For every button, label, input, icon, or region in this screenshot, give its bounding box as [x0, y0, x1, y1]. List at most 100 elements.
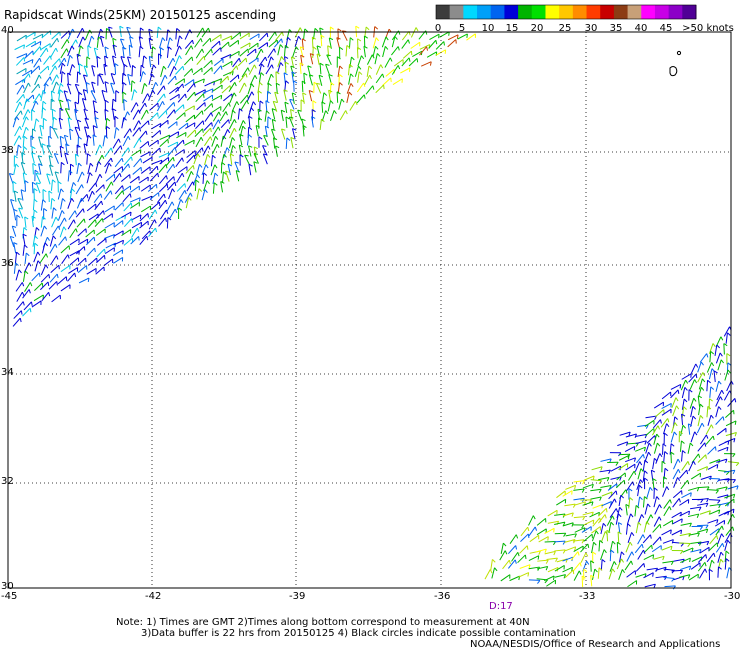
wind-barb: [225, 170, 230, 182]
wind-barb: [194, 179, 197, 192]
wind-barb: [166, 46, 170, 58]
wind-barb-tick: [180, 199, 184, 204]
wind-barb: [356, 94, 365, 104]
wind-barb-tick: [35, 118, 40, 123]
wind-barb: [646, 435, 656, 444]
wind-barb-tick: [264, 56, 268, 61]
wind-barb: [114, 185, 123, 195]
wind-barb-tick: [194, 92, 196, 97]
wind-barb-tick: [311, 116, 316, 119]
wind-barb: [381, 36, 387, 48]
wind-barb: [672, 469, 679, 480]
wind-barb: [84, 118, 90, 129]
wind-barb-tick: [289, 116, 294, 119]
wind-barb-tick: [489, 569, 493, 574]
wind-barb-tick: [247, 67, 250, 72]
wind-barb: [616, 558, 622, 570]
wind-barb-tick: [725, 486, 728, 491]
wind-barb-tick: [83, 108, 88, 112]
wind-barb: [447, 39, 457, 48]
wind-barb: [220, 135, 224, 147]
wind-barb-tick: [716, 344, 720, 349]
wind-barb: [687, 423, 691, 435]
wind-barb-tick: [617, 531, 622, 535]
wind-barb-tick: [230, 35, 233, 41]
wind-barb-tick: [32, 162, 37, 166]
wind-barb: [271, 119, 275, 131]
wind-barb-tick: [28, 73, 31, 78]
wind-barb: [77, 265, 87, 273]
wind-barb: [13, 262, 17, 274]
wind-barb-tick: [327, 45, 332, 49]
wind-barb-tick: [382, 73, 385, 78]
wind-barb-tick: [16, 116, 20, 121]
legend-swatch: [518, 5, 533, 19]
wind-barb: [700, 434, 707, 445]
wind-barb-tick: [363, 82, 366, 87]
wind-barb-tick: [643, 447, 646, 452]
wind-barb-tick: [680, 550, 684, 555]
wind-barb: [220, 181, 224, 193]
wind-barb: [33, 57, 41, 68]
wind-barb-tick: [16, 251, 20, 256]
wind-barb-tick: [289, 98, 294, 101]
wind-barb-tick: [398, 30, 401, 35]
wind-barb-tick: [612, 568, 616, 573]
wind-barb: [112, 108, 115, 120]
wind-barb: [708, 368, 713, 380]
wind-barb: [165, 176, 175, 185]
wind-barb-tick: [259, 100, 264, 104]
wind-barb: [51, 74, 58, 85]
wind-barb-tick: [192, 165, 195, 170]
wind-barb-tick: [721, 533, 725, 538]
wind-barb-tick: [279, 44, 284, 48]
wind-barb: [401, 39, 409, 49]
wind-barb-tick: [56, 38, 59, 43]
wind-barb-tick: [28, 289, 31, 294]
wind-barb: [636, 479, 641, 491]
wind-barb: [554, 513, 566, 516]
wind-barb-tick: [201, 147, 204, 152]
wind-barb: [13, 135, 20, 146]
wind-barb-tick: [82, 208, 85, 213]
wind-barb: [221, 85, 231, 94]
wind-barb: [581, 526, 592, 533]
wind-barb-tick: [101, 218, 104, 223]
wind-barb: [185, 165, 194, 174]
wind-barb-tick: [27, 109, 31, 114]
wind-barb-tick: [173, 176, 175, 181]
wind-barb: [366, 65, 370, 77]
wind-barb-tick: [169, 37, 173, 42]
wind-barb: [16, 84, 24, 95]
wind-barb: [672, 405, 677, 417]
wind-barb-tick: [645, 424, 649, 429]
wind-barb: [131, 65, 134, 77]
wind-barb: [291, 92, 295, 104]
wind-barb: [646, 487, 651, 499]
wind-barb-tick: [592, 519, 595, 525]
wind-barb: [672, 518, 683, 525]
wind-barb-tick: [718, 566, 722, 570]
wind-barb-tick: [83, 218, 86, 223]
wind-barb-tick: [14, 190, 19, 194]
wind-barb-tick: [320, 34, 325, 38]
wind-barb-tick: [301, 38, 306, 42]
wind-barb-tick: [615, 461, 619, 466]
wind-barb-tick: [76, 53, 81, 57]
wind-barb-tick: [736, 485, 739, 490]
wind-barb-tick: [300, 99, 305, 103]
wind-barb: [202, 145, 209, 156]
wind-barb-tick: [49, 55, 52, 60]
wind-barb-tick: [115, 127, 120, 131]
wind-barb: [31, 182, 34, 194]
wind-barb: [724, 498, 735, 507]
wind-barb-tick: [38, 136, 43, 139]
wind-barb-tick: [725, 458, 728, 464]
wind-barb: [618, 463, 628, 470]
wind-barb: [25, 31, 36, 39]
wind-barb: [86, 153, 89, 165]
legend-swatch: [668, 5, 683, 19]
wind-barb: [328, 90, 331, 102]
wind-barb: [253, 146, 257, 158]
wind-barb: [538, 536, 549, 543]
